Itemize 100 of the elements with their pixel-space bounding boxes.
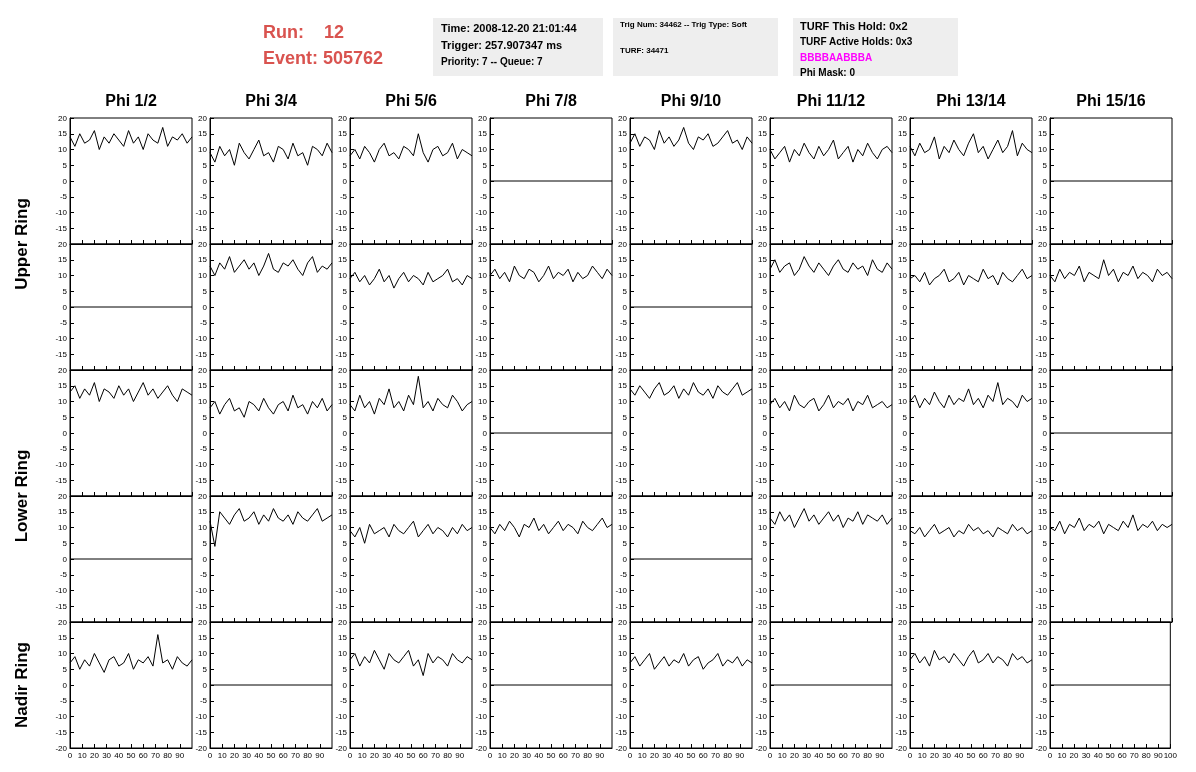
x-tick-label: 30 bbox=[102, 750, 112, 760]
y-tick-label: 20 bbox=[338, 617, 348, 627]
y-tick-label: 0 bbox=[622, 302, 628, 312]
y-tick-label: 5 bbox=[762, 538, 768, 548]
y-tick-label: 20 bbox=[58, 239, 68, 249]
y-tick-label: -10 bbox=[895, 334, 908, 343]
y-tick-label: 15 bbox=[58, 381, 68, 391]
text: TURF: 34471 bbox=[620, 46, 669, 55]
y-tick-label: 0 bbox=[62, 176, 68, 186]
x-tick-label: 20 bbox=[929, 750, 940, 760]
y-tick-label: -5 bbox=[479, 192, 488, 202]
y-tick-label: 15 bbox=[898, 507, 908, 517]
y-tick-label: -5 bbox=[619, 192, 628, 202]
y-tick-label: -5 bbox=[619, 318, 628, 328]
y-tick-label: -15 bbox=[335, 475, 348, 485]
y-tick-label: -10 bbox=[335, 208, 348, 217]
y-tick-label: 10 bbox=[198, 397, 208, 406]
y-tick-label: 5 bbox=[902, 538, 908, 548]
y-tick-label: 5 bbox=[1042, 664, 1048, 674]
y-tick-label: 5 bbox=[902, 286, 908, 296]
y-tick-label: 5 bbox=[202, 664, 208, 674]
y-tick-label: -15 bbox=[755, 475, 768, 485]
y-tick-label: -10 bbox=[755, 586, 768, 595]
y-tick-label: -15 bbox=[615, 601, 628, 611]
y-tick-label: 10 bbox=[758, 649, 768, 658]
y-tick-label: 0 bbox=[902, 680, 908, 690]
y-tick-label: -5 bbox=[339, 192, 348, 202]
x-tick-label: 40 bbox=[254, 750, 264, 760]
x-tick-label: 70 bbox=[570, 750, 581, 760]
y-tick-label: 5 bbox=[482, 160, 488, 170]
y-tick-label: 0 bbox=[1042, 680, 1048, 690]
y-tick-label: 5 bbox=[62, 538, 68, 548]
y-tick-label: 10 bbox=[758, 145, 768, 154]
y-tick-label: -5 bbox=[479, 318, 488, 328]
y-tick-label: 10 bbox=[898, 523, 908, 532]
y-tick-label: -15 bbox=[195, 727, 208, 737]
y-tick-label: -5 bbox=[199, 192, 208, 202]
x-tick-label: 50 bbox=[266, 750, 276, 760]
y-tick-label: 5 bbox=[482, 538, 488, 548]
x-tick-label: 10 bbox=[77, 750, 88, 760]
y-tick-label: -5 bbox=[759, 318, 768, 328]
x-tick-label: 20 bbox=[229, 750, 240, 760]
y-tick-label: -5 bbox=[759, 444, 768, 454]
x-tick-label: 30 bbox=[662, 750, 672, 760]
y-tick-label: -10 bbox=[615, 586, 628, 595]
y-tick-label: 10 bbox=[898, 145, 908, 154]
text: Event: 505762 bbox=[263, 48, 384, 69]
y-tick-label: 15 bbox=[618, 507, 628, 517]
y-tick-label: -15 bbox=[195, 349, 208, 359]
text: BBBBAABBBA bbox=[800, 52, 873, 63]
x-tick-label: 60 bbox=[978, 750, 989, 760]
y-tick-label: 5 bbox=[622, 412, 628, 422]
chart-title: Phi 5/6 bbox=[384, 92, 438, 110]
x-tick-label: 70 bbox=[990, 750, 1001, 760]
y-tick-label: 0 bbox=[202, 680, 208, 690]
y-tick-label: 0 bbox=[342, 554, 348, 564]
y-tick-label: -20 bbox=[615, 743, 628, 753]
y-tick-label: -15 bbox=[55, 223, 68, 233]
y-tick-label: -5 bbox=[59, 696, 68, 706]
y-tick-label: -15 bbox=[335, 223, 348, 233]
y-tick-label: 0 bbox=[1042, 428, 1048, 438]
y-tick-label: -5 bbox=[339, 696, 348, 706]
x-tick-label: 60 bbox=[838, 750, 849, 760]
x-tick-label: 90 bbox=[875, 750, 885, 760]
y-tick-label: 5 bbox=[342, 664, 348, 674]
y-tick-label: 20 bbox=[1038, 617, 1048, 627]
y-tick-label: -15 bbox=[475, 349, 488, 359]
y-tick-label: 20 bbox=[898, 365, 908, 375]
x-tick-label: 60 bbox=[278, 750, 289, 760]
y-tick-label: 5 bbox=[342, 160, 348, 170]
y-tick-label: -10 bbox=[475, 208, 488, 217]
y-axis-title: Upper Ring bbox=[12, 198, 32, 290]
y-tick-label: -5 bbox=[59, 192, 68, 202]
y-tick-label: 0 bbox=[622, 554, 628, 564]
text: Phi Mask: 0 bbox=[800, 67, 856, 78]
y-tick-label: 15 bbox=[478, 255, 488, 265]
y-tick-label: -10 bbox=[195, 208, 208, 217]
y-tick-label: -10 bbox=[335, 334, 348, 343]
y-tick-label: 20 bbox=[198, 491, 208, 501]
y-tick-label: -5 bbox=[1039, 444, 1048, 454]
y-tick-label: -15 bbox=[1035, 223, 1048, 233]
y-tick-label: -10 bbox=[335, 586, 348, 595]
y-tick-label: 15 bbox=[1038, 129, 1048, 139]
y-tick-label: 20 bbox=[198, 617, 208, 627]
y-tick-label: -10 bbox=[55, 208, 68, 217]
y-tick-label: 10 bbox=[198, 649, 208, 658]
y-tick-label: -5 bbox=[899, 444, 908, 454]
y-tick-label: 0 bbox=[902, 176, 908, 186]
y-tick-label: -15 bbox=[755, 727, 768, 737]
y-tick-label: -5 bbox=[1039, 192, 1048, 202]
x-tick-label: 50 bbox=[126, 750, 136, 760]
y-tick-label: 10 bbox=[198, 145, 208, 154]
y-tick-label: 10 bbox=[618, 271, 628, 280]
y-tick-label: 20 bbox=[618, 113, 628, 123]
y-tick-label: 15 bbox=[478, 129, 488, 139]
y-tick-label: 0 bbox=[202, 302, 208, 312]
y-tick-label: -10 bbox=[55, 712, 68, 721]
y-tick-label: -15 bbox=[195, 601, 208, 611]
y-tick-label: 0 bbox=[62, 680, 68, 690]
y-tick-label: 15 bbox=[198, 381, 208, 391]
